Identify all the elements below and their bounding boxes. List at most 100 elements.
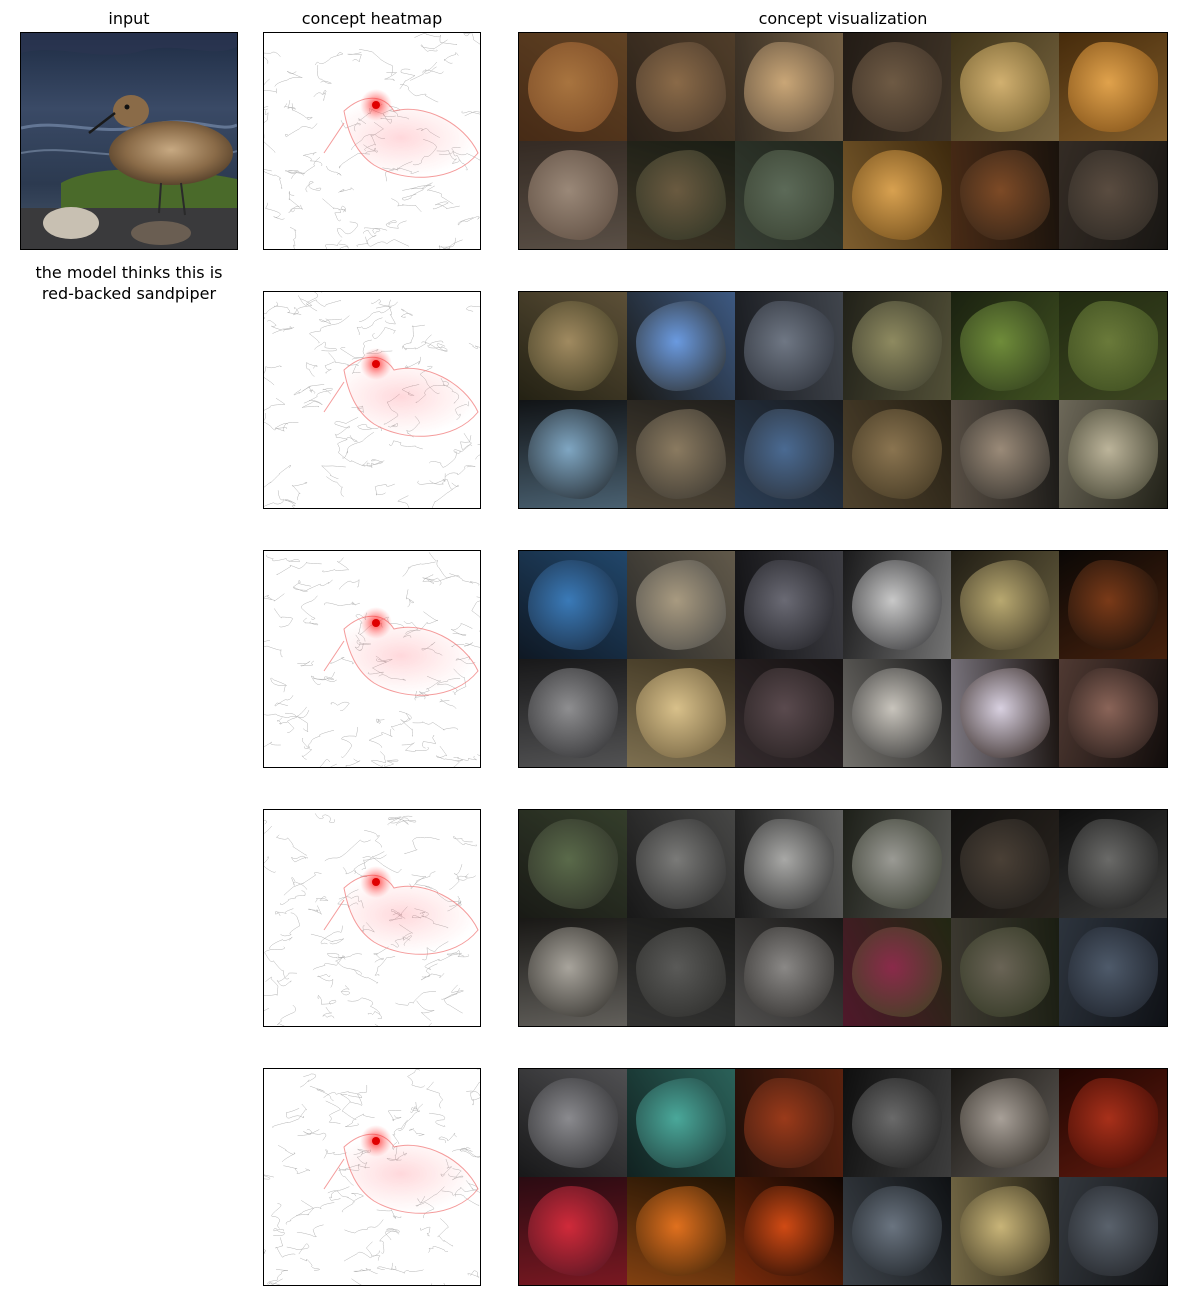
highlighted-region xyxy=(1067,149,1159,241)
highlighted-region xyxy=(635,559,727,651)
concept-visualization-2 xyxy=(518,291,1168,509)
highlighted-region xyxy=(527,1077,619,1169)
activation-peak xyxy=(372,101,380,109)
visualization-column-title: concept visualization xyxy=(758,9,928,28)
highlighted-region xyxy=(1067,1077,1159,1169)
highlighted-region xyxy=(1067,818,1159,910)
concept-visualization-1 xyxy=(518,32,1168,250)
exemplar-tile xyxy=(627,1069,735,1177)
activation-peak xyxy=(372,878,380,886)
highlighted-region xyxy=(635,408,727,500)
exemplar-tile xyxy=(519,659,627,767)
highlighted-region xyxy=(527,818,619,910)
input-image xyxy=(20,32,238,250)
exemplar-tile xyxy=(951,292,1059,400)
highlighted-region xyxy=(851,300,943,392)
highlighted-region xyxy=(527,149,619,241)
highlighted-region xyxy=(635,667,727,759)
exemplar-tile xyxy=(843,551,951,659)
highlighted-region xyxy=(851,408,943,500)
exemplar-tile xyxy=(519,551,627,659)
exemplar-tile xyxy=(627,292,735,400)
highlighted-region xyxy=(959,818,1051,910)
heatmap-canvas xyxy=(264,551,480,767)
concept-visualization-3 xyxy=(518,550,1168,768)
highlighted-region xyxy=(743,818,835,910)
concept-visualization-4 xyxy=(518,809,1168,1027)
exemplar-tile xyxy=(1059,292,1167,400)
exemplar-tile xyxy=(951,918,1059,1026)
exemplar-tile xyxy=(627,810,735,918)
highlighted-region xyxy=(959,41,1051,133)
highlighted-region xyxy=(851,1185,943,1277)
exemplar-tile xyxy=(951,551,1059,659)
exemplar-tile xyxy=(735,659,843,767)
exemplar-tile xyxy=(735,1177,843,1285)
concept-visualization-5 xyxy=(518,1068,1168,1286)
highlighted-region xyxy=(635,41,727,133)
highlighted-region xyxy=(959,667,1051,759)
exemplar-tile xyxy=(951,659,1059,767)
highlighted-region xyxy=(635,926,727,1018)
highlighted-region xyxy=(851,818,943,910)
concept-heatmap-1 xyxy=(263,32,481,250)
exemplar-tile xyxy=(735,292,843,400)
exemplar-tile xyxy=(951,141,1059,249)
exemplar-tile xyxy=(519,1177,627,1285)
exemplar-tile xyxy=(735,141,843,249)
exemplar-tile xyxy=(1059,1069,1167,1177)
highlighted-region xyxy=(959,408,1051,500)
exemplar-tile xyxy=(1059,33,1167,141)
exemplar-tile xyxy=(1059,551,1167,659)
highlighted-region xyxy=(1067,559,1159,651)
highlighted-region xyxy=(527,667,619,759)
exemplar-tile xyxy=(843,141,951,249)
exemplar-tile xyxy=(843,1069,951,1177)
exemplar-tile xyxy=(1059,400,1167,508)
exemplar-tile xyxy=(627,1177,735,1285)
exemplar-tile xyxy=(843,659,951,767)
highlighted-region xyxy=(527,1185,619,1277)
exemplar-tile xyxy=(951,33,1059,141)
highlighted-region xyxy=(635,300,727,392)
highlighted-region xyxy=(743,1077,835,1169)
heatmap-column-title: concept heatmap xyxy=(301,9,443,28)
prediction-label: red-backed sandpiper xyxy=(41,284,217,303)
exemplar-tile xyxy=(1059,1177,1167,1285)
concept-heatmap-3 xyxy=(263,550,481,768)
highlighted-region xyxy=(743,41,835,133)
exemplar-tile xyxy=(843,1177,951,1285)
highlighted-region xyxy=(743,667,835,759)
highlighted-region xyxy=(959,149,1051,241)
exemplar-tile xyxy=(1059,918,1167,1026)
exemplar-tile xyxy=(627,551,735,659)
highlighted-region xyxy=(743,149,835,241)
exemplar-tile xyxy=(843,33,951,141)
exemplar-tile xyxy=(627,400,735,508)
activation-peak xyxy=(372,360,380,368)
exemplar-tile xyxy=(843,400,951,508)
concept-heatmap-5 xyxy=(263,1068,481,1286)
exemplar-tile xyxy=(519,400,627,508)
highlighted-region xyxy=(851,667,943,759)
highlighted-region xyxy=(959,1185,1051,1277)
exemplar-tile xyxy=(519,141,627,249)
exemplar-tile xyxy=(627,659,735,767)
highlighted-region xyxy=(851,926,943,1018)
highlighted-region xyxy=(851,1077,943,1169)
highlighted-region xyxy=(527,559,619,651)
highlighted-region xyxy=(959,1077,1051,1169)
exemplar-tile xyxy=(627,33,735,141)
exemplar-grid xyxy=(519,292,1167,508)
exemplar-tile xyxy=(951,1177,1059,1285)
highlighted-region xyxy=(635,1077,727,1169)
exemplar-grid xyxy=(519,1069,1167,1285)
highlighted-region xyxy=(743,559,835,651)
highlighted-region xyxy=(1067,667,1159,759)
highlighted-region xyxy=(743,300,835,392)
heatmap-canvas xyxy=(264,292,480,508)
highlighted-region xyxy=(527,300,619,392)
highlighted-region xyxy=(527,408,619,500)
exemplar-tile xyxy=(519,1069,627,1177)
exemplar-tile xyxy=(735,810,843,918)
